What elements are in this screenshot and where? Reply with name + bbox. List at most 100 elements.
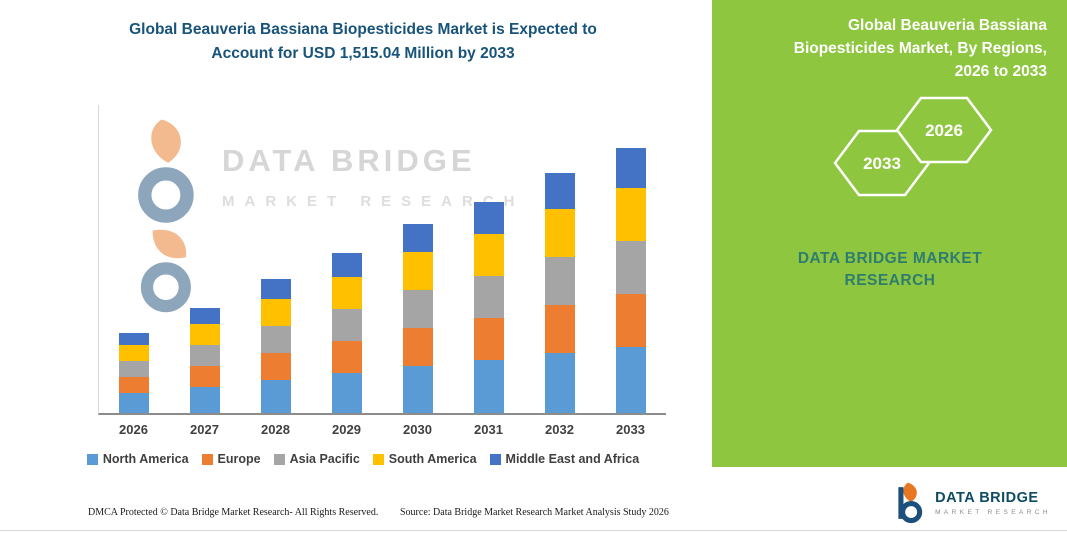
databridge-logo-text: DATA BRIDGE MARKET RESEARCH [935, 490, 1051, 516]
bar-segment-2028 [261, 380, 292, 413]
legend-swatch [273, 453, 285, 465]
bar-segment-2029 [332, 373, 363, 413]
bar-segment-2031 [473, 360, 504, 413]
bar-slot-2031 [453, 105, 524, 413]
bar-segment-2031 [473, 234, 504, 276]
x-axis-label-2032: 2032 [545, 422, 574, 437]
bar-segment-2026 [119, 345, 150, 361]
panel-brand-text: DATA BRIDGE MARKET RESEARCH [797, 250, 983, 289]
region-panel: Global Beauveria Bassiana Biopesticides … [712, 0, 1067, 467]
x-axis-label-2028: 2028 [261, 422, 290, 437]
chart-title: Global Beauveria Bassiana Biopesticides … [48, 18, 678, 66]
databridge-watermark-icon [138, 119, 194, 313]
bar-segment-2030 [402, 290, 433, 328]
stacked-bar-2026 [119, 333, 150, 413]
legend-swatch [489, 453, 501, 465]
bar-slot-2032 [524, 105, 595, 413]
bar-segment-2027 [190, 366, 221, 387]
plot-area [98, 105, 666, 415]
stacked-bar-2027 [190, 308, 221, 413]
legend-label: North America [102, 452, 189, 466]
bar-segment-2033 [615, 148, 646, 188]
bar-segment-2026 [119, 333, 150, 345]
bar-slot-2026 [99, 105, 170, 413]
legend-item: Middle East and Africa [489, 452, 640, 466]
dmca-note: DMCA Protected © Data Bridge Market Rese… [88, 507, 379, 518]
bar-segment-2030 [402, 252, 433, 290]
bar-segment-2026 [119, 393, 150, 413]
bar-segment-2030 [402, 224, 433, 252]
watermark-text: DATA BRIDGE MARKET RESEARCH [222, 143, 525, 210]
bar-segment-2029 [332, 277, 363, 309]
stacked-bar-2030 [402, 224, 433, 413]
x-axis-labels: 2026 2027 2028 2029 2030 2031 2032 2033 [98, 422, 666, 437]
x-axis-label-2027: 2027 [190, 422, 219, 437]
bar-slot-2033 [595, 105, 666, 413]
bottom-divider [0, 530, 1067, 531]
bar-segment-2032 [544, 173, 575, 209]
bar-segment-2028 [261, 326, 292, 353]
legend-swatch [86, 453, 98, 465]
x-axis-label-2030: 2030 [403, 422, 432, 437]
bar-segment-2031 [473, 202, 504, 234]
watermark: DATA BRIDGE MARKET RESEARCH [128, 115, 525, 315]
x-axis-label-2029: 2029 [332, 422, 361, 437]
bar-segment-2032 [544, 257, 575, 305]
databridge-logo-icon [898, 482, 923, 524]
bar-slot-2030 [383, 105, 454, 413]
logo-sub: MARKET RESEARCH [935, 509, 1051, 516]
watermark-sub: MARKET RESEARCH [222, 193, 525, 210]
legend-item: Europe [201, 452, 261, 466]
bar-slot-2029 [312, 105, 383, 413]
bar-segment-2030 [402, 328, 433, 366]
hexagon-2026 [895, 96, 993, 164]
chart-title-line2: Account for USD 1,515.04 Million by 2033 [211, 45, 515, 62]
bar-segment-2029 [332, 309, 363, 341]
bar-segment-2033 [615, 294, 646, 347]
legend-label: Europe [217, 452, 261, 466]
bar-segment-2028 [261, 279, 292, 299]
bar-segment-2028 [261, 353, 292, 380]
hexagon-2026-label: 2026 [925, 121, 963, 140]
legend-item: North America [86, 452, 189, 466]
legend-item: Asia Pacific [273, 452, 360, 466]
bar-segment-2027 [190, 324, 221, 345]
watermark-name: DATA BRIDGE [222, 143, 476, 178]
chart-title-line1: Global Beauveria Bassiana Biopesticides … [129, 21, 597, 38]
x-axis-label-2031: 2031 [474, 422, 503, 437]
bar-slot-2027 [170, 105, 241, 413]
bar-slot-2028 [241, 105, 312, 413]
panel-title: Global Beauveria Bassiana Biopesticides … [793, 17, 1047, 80]
bar-segment-2028 [261, 299, 292, 326]
bar-segment-2026 [119, 361, 150, 377]
bar-segment-2030 [402, 366, 433, 413]
bar-segment-2031 [473, 276, 504, 318]
databridge-logo: DATA BRIDGE MARKET RESEARCH [893, 481, 1051, 525]
legend-item: South America [372, 452, 477, 466]
bar-segment-2027 [190, 308, 221, 324]
bar-segment-2031 [473, 318, 504, 360]
legend: North America Europe Asia Pacific South Ame… [48, 452, 678, 466]
stacked-bar-2033 [615, 148, 646, 413]
x-axis-label-2026: 2026 [119, 422, 148, 437]
bar-segment-2029 [332, 253, 363, 277]
bar-segment-2033 [615, 347, 646, 413]
x-axis-label-2033: 2033 [616, 422, 645, 437]
stacked-bar-2032 [544, 173, 575, 413]
legend-label: Asia Pacific [289, 452, 360, 466]
hexagon-2033-label: 2033 [863, 154, 901, 173]
bar-segment-2033 [615, 188, 646, 241]
stacked-bar-2031 [473, 202, 504, 413]
logo-name: DATA BRIDGE [935, 490, 1039, 506]
stacked-bar-2029 [332, 253, 363, 413]
legend-label: Middle East and Africa [505, 452, 640, 466]
legend-swatch [201, 453, 213, 465]
stacked-bar-2028 [261, 279, 292, 413]
legend-label: South America [388, 452, 477, 466]
bar-segment-2032 [544, 353, 575, 413]
bar-segment-2032 [544, 305, 575, 353]
year-hexagons: 2033 2026 [833, 96, 993, 197]
bar-segment-2026 [119, 377, 150, 393]
bar-segment-2033 [615, 241, 646, 294]
